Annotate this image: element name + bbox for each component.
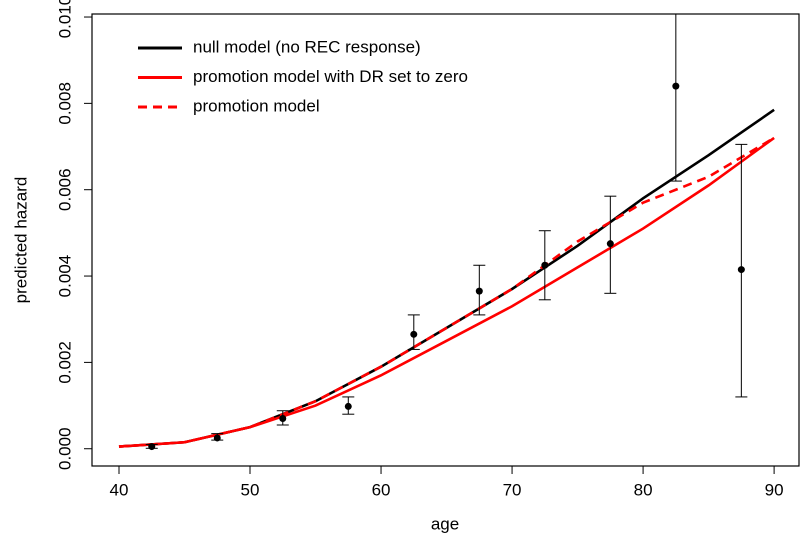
x-tick-label: 60 — [372, 480, 391, 499]
y-axis-label: predicted hazard — [11, 177, 30, 304]
y-tick-label: 0.002 — [55, 341, 74, 384]
data-point — [737, 266, 745, 274]
data-point — [279, 415, 287, 423]
y-tick-label: 0.008 — [55, 82, 74, 125]
data-point — [541, 261, 549, 269]
data-point — [672, 82, 680, 90]
series-line — [118, 136, 775, 448]
legend-label: null model (no REC response) — [193, 37, 421, 56]
data-point — [606, 240, 614, 248]
data-point — [344, 402, 352, 410]
x-tick-label: 70 — [503, 480, 522, 499]
plot-frame — [91, 13, 800, 467]
plot-area — [118, 14, 775, 451]
x-tick-label: 50 — [241, 480, 260, 499]
legend-label: promotion model — [193, 96, 320, 115]
y-tick-label: 0.010 — [55, 0, 74, 38]
y-tick-label: 0.004 — [55, 255, 74, 298]
y-tick-label: 0.006 — [55, 168, 74, 211]
x-tick-label: 40 — [110, 480, 129, 499]
data-point — [213, 434, 221, 442]
x-axis-label: age — [431, 514, 459, 533]
legend-label: promotion model with DR set to zero — [193, 67, 468, 86]
x-tick-label: 90 — [765, 480, 784, 499]
x-tick-label: 80 — [634, 480, 653, 499]
data-point — [148, 443, 156, 451]
data-point — [475, 287, 483, 295]
y-tick-label: 0.000 — [55, 427, 74, 470]
data-point — [410, 330, 418, 338]
series-line — [118, 136, 775, 448]
